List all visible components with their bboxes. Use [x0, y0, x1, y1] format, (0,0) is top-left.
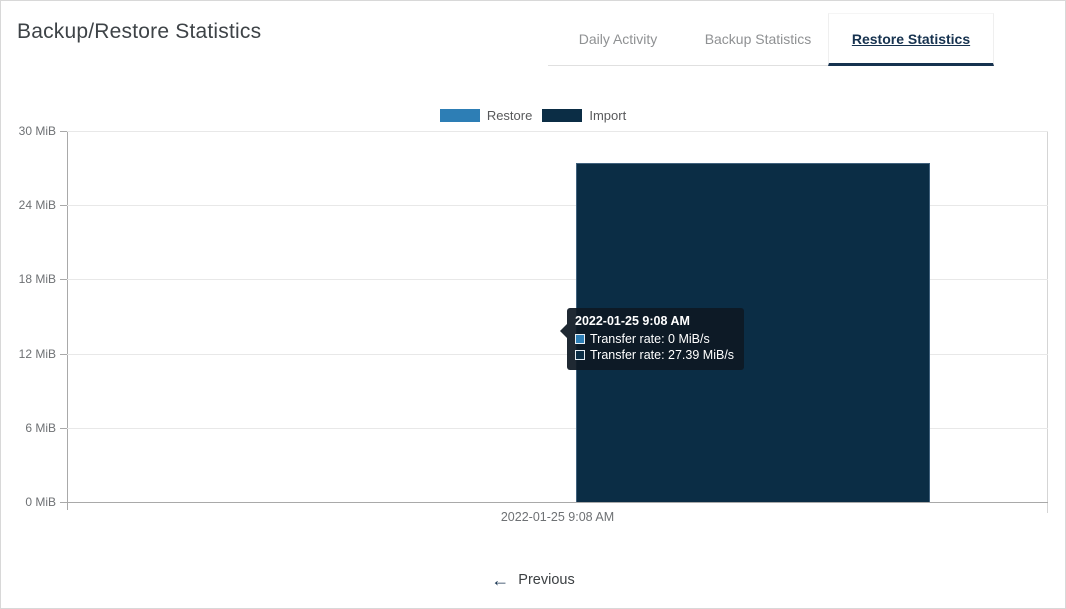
legend-label: Import	[589, 108, 627, 123]
import-swatch-icon	[575, 350, 585, 360]
gridline	[67, 279, 1048, 281]
y-tick-mark	[60, 131, 67, 132]
y-tick-label: 24 MiB	[18, 198, 56, 213]
y-tick-mark	[60, 205, 67, 207]
tooltip-row-label: Transfer rate: 0 MiB/s	[590, 332, 710, 346]
tab-label: Backup Statistics	[704, 31, 812, 47]
page-title: Backup/Restore Statistics	[17, 20, 262, 43]
gridline	[67, 205, 1048, 207]
y-tick-label: 0 MiB	[25, 495, 56, 509]
previous-button[interactable]: ← Previous	[1, 571, 1065, 589]
tab-restore-statistics[interactable]: Restore Statistics	[828, 13, 994, 66]
arrow-left-icon: ←	[491, 570, 510, 590]
tooltip-row-import: Transfer rate: 27.39 MiB/s	[575, 347, 734, 363]
legend-item-import[interactable]: Import	[542, 108, 626, 123]
tab-daily-activity[interactable]: Daily Activity	[548, 13, 688, 66]
gridline	[67, 427, 1048, 429]
y-tick-label: 12 MiB	[18, 346, 56, 361]
legend-label: Restore	[486, 108, 533, 123]
previous-label: Previous	[518, 572, 575, 588]
chart-tooltip: 2022-01-25 9:08 AM Transfer rate: 0 MiB/…	[559, 308, 745, 370]
gridline	[67, 353, 1048, 355]
x-axis-tick-label: 2022-01-25 9:08 AM	[500, 510, 615, 524]
chart-legend: Restore Import	[1, 108, 1065, 123]
y-tick-mark	[60, 279, 67, 281]
tooltip-row-restore: Transfer rate: 0 MiB/s	[575, 331, 734, 347]
plot-right-border	[1047, 131, 1048, 513]
y-tick-mark	[60, 353, 67, 355]
tab-bar: Daily Activity Backup Statistics Restore…	[548, 13, 994, 66]
y-tick-label: 6 MiB	[25, 420, 56, 435]
tooltip-row-label: Transfer rate: 27.39 MiB/s	[590, 348, 735, 362]
gridline	[67, 131, 1048, 132]
tab-backup-statistics[interactable]: Backup Statistics	[688, 13, 828, 66]
y-axis-line	[67, 131, 68, 510]
tab-label: Restore Statistics	[851, 30, 971, 47]
x-axis-baseline	[67, 502, 1048, 503]
tab-label: Daily Activity	[578, 31, 658, 47]
plot-area	[67, 131, 1048, 503]
restore-swatch-icon	[575, 334, 585, 344]
y-tick-mark	[60, 427, 67, 429]
import-swatch-icon	[542, 109, 583, 122]
tooltip-title: 2022-01-25 9:08 AM	[575, 314, 690, 328]
y-axis-labels: 0 MiB 6 MiB 12 MiB 18 MiB 24 MiB 30 MiB	[1, 124, 56, 509]
y-axis-ticks	[60, 131, 67, 503]
y-tick-label: 18 MiB	[18, 272, 56, 287]
legend-item-restore[interactable]: Restore	[439, 108, 533, 123]
y-tick-mark	[60, 502, 67, 503]
restore-swatch-icon	[439, 109, 480, 122]
y-tick-label: 30 MiB	[18, 124, 56, 138]
